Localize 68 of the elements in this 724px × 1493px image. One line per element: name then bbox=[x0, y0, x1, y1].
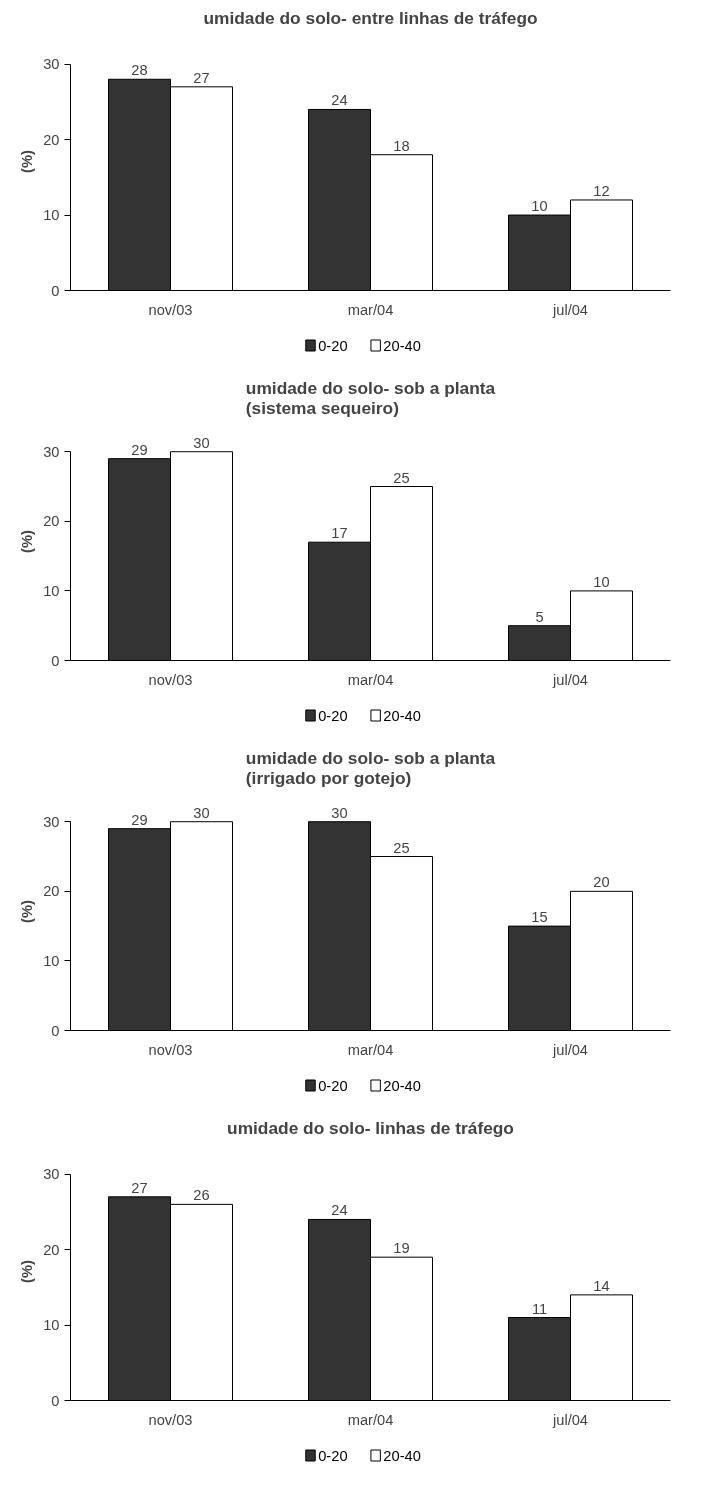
x-tick-label: nov/03 bbox=[148, 1411, 193, 1428]
legend-label: 0-20 bbox=[318, 1077, 348, 1094]
y-axis-title: (%) bbox=[19, 149, 36, 173]
y-axis-title: (%) bbox=[19, 1259, 36, 1283]
y-tick-label: 10 bbox=[43, 207, 60, 224]
x-tick-label: mar/04 bbox=[347, 671, 394, 688]
y-tick-label: 0 bbox=[51, 282, 60, 299]
data-label: 30 bbox=[193, 434, 210, 451]
x-tick-label: jul/04 bbox=[551, 671, 589, 688]
y-tick-label: 10 bbox=[43, 1317, 60, 1334]
x-tick-label: jul/04 bbox=[551, 1041, 589, 1058]
data-label: 20 bbox=[593, 874, 610, 891]
data-label: 24 bbox=[331, 92, 348, 109]
x-tick-label: jul/04 bbox=[551, 301, 589, 318]
data-label: 17 bbox=[331, 525, 348, 542]
x-tick-label: mar/04 bbox=[347, 1041, 394, 1058]
x-tick-label: nov/03 bbox=[148, 671, 193, 688]
chart-title: umidade do solo- sob a planta (sistema sequeiro) bbox=[245, 377, 496, 418]
y-tick-label: 30 bbox=[43, 1166, 60, 1183]
y-axis-title: (%) bbox=[19, 899, 36, 923]
data-label: 10 bbox=[531, 198, 548, 215]
x-tick-label: jul/04 bbox=[551, 1411, 589, 1428]
data-label: 25 bbox=[393, 469, 410, 486]
data-label: 30 bbox=[331, 804, 348, 821]
legend-label: 20-40 bbox=[383, 337, 421, 354]
data-label: 10 bbox=[593, 573, 610, 590]
chart-title: umidade do solo- linhas de tráfego bbox=[227, 1117, 514, 1138]
legend-label: 20-40 bbox=[383, 1447, 421, 1464]
x-tick-label: nov/03 bbox=[148, 1041, 193, 1058]
legend-label: 20-40 bbox=[383, 707, 421, 724]
x-tick-label: nov/03 bbox=[148, 301, 193, 318]
y-tick-label: 10 bbox=[43, 582, 60, 599]
legend-label: 0-20 bbox=[318, 1447, 348, 1464]
data-label: 29 bbox=[131, 441, 148, 458]
data-label: 19 bbox=[393, 1240, 410, 1257]
y-tick-label: 20 bbox=[43, 131, 60, 148]
y-tick-label: 30 bbox=[43, 813, 60, 830]
y-tick-label: 20 bbox=[43, 1241, 60, 1258]
x-tick-label: mar/04 bbox=[347, 301, 394, 318]
data-label: 15 bbox=[531, 909, 548, 926]
data-label: 11 bbox=[531, 1300, 548, 1317]
data-label: 25 bbox=[393, 839, 410, 856]
data-label: 27 bbox=[131, 1179, 148, 1196]
y-tick-label: 30 bbox=[43, 443, 60, 460]
data-label: 5 bbox=[535, 608, 544, 625]
x-tick-label: mar/04 bbox=[347, 1411, 394, 1428]
data-label: 12 bbox=[593, 182, 610, 199]
legend-label: 0-20 bbox=[318, 707, 348, 724]
y-tick-label: 10 bbox=[43, 952, 60, 969]
y-tick-label: 0 bbox=[51, 1392, 60, 1409]
data-label: 29 bbox=[131, 811, 148, 828]
data-label: 18 bbox=[393, 137, 410, 154]
chart-title: umidade do solo- sob a planta (irrigado por gotejo) bbox=[245, 747, 496, 788]
legend-label: 20-40 bbox=[383, 1077, 421, 1094]
data-label: 14 bbox=[593, 1277, 610, 1294]
y-axis-title: (%) bbox=[19, 529, 36, 553]
y-tick-label: 20 bbox=[43, 513, 60, 530]
data-label: 24 bbox=[331, 1202, 348, 1219]
data-label: 27 bbox=[193, 69, 210, 86]
y-tick-label: 30 bbox=[43, 56, 60, 73]
data-label: 28 bbox=[131, 62, 148, 79]
y-tick-label: 0 bbox=[51, 652, 60, 669]
y-tick-label: 0 bbox=[51, 1022, 60, 1039]
data-label: 26 bbox=[193, 1187, 210, 1204]
legend-label: 0-20 bbox=[318, 337, 348, 354]
chart-title: umidade do solo- entre linhas de tráfego bbox=[203, 7, 538, 28]
y-tick-label: 20 bbox=[43, 883, 60, 900]
data-label: 30 bbox=[193, 804, 210, 821]
